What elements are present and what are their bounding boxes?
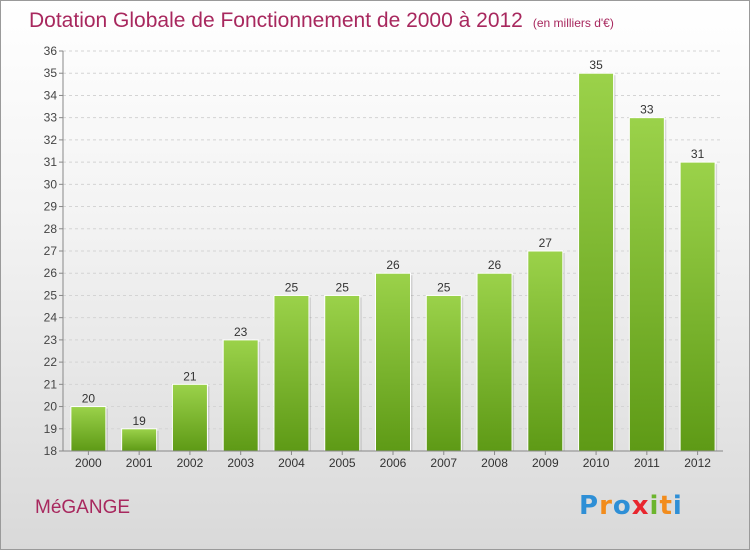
x-tick-label: 2007 bbox=[430, 456, 457, 470]
y-tick-label: 23 bbox=[44, 333, 58, 347]
bar bbox=[222, 339, 259, 452]
y-tick-label: 35 bbox=[44, 66, 58, 80]
bar-value-label: 25 bbox=[437, 280, 451, 294]
x-tick-label: 2008 bbox=[481, 456, 508, 470]
bar bbox=[425, 294, 462, 452]
bar bbox=[375, 272, 411, 452]
bar bbox=[578, 72, 615, 452]
y-tick-label: 28 bbox=[44, 222, 58, 236]
y-tick-label: 20 bbox=[44, 400, 58, 414]
commune-name: MéGANGE bbox=[35, 497, 131, 518]
bar bbox=[527, 250, 564, 452]
y-tick-label: 27 bbox=[44, 244, 58, 258]
brand-letter: x bbox=[631, 491, 650, 521]
x-tick-label: 2004 bbox=[278, 456, 305, 470]
y-tick-label: 18 bbox=[44, 444, 58, 458]
brand-letter: P bbox=[579, 491, 600, 521]
y-tick-label: 33 bbox=[44, 111, 58, 125]
x-tick-label: 2009 bbox=[532, 456, 559, 470]
y-tick-label: 19 bbox=[44, 422, 58, 436]
axes: 1819202122232425262728293031323334353620… bbox=[44, 44, 723, 470]
x-tick-label: 2001 bbox=[126, 456, 153, 470]
bar bbox=[679, 161, 716, 452]
bar-value-label: 25 bbox=[336, 280, 350, 294]
y-tick-label: 34 bbox=[44, 88, 58, 102]
bar-value-label: 23 bbox=[234, 325, 248, 339]
x-tick-label: 2005 bbox=[329, 456, 356, 470]
bar-value-label: 35 bbox=[589, 58, 603, 72]
y-tick-label: 29 bbox=[44, 200, 58, 214]
y-tick-label: 24 bbox=[44, 311, 58, 325]
x-tick-label: 2002 bbox=[177, 456, 204, 470]
brand-letter: t bbox=[659, 491, 673, 521]
bar-value-label: 26 bbox=[488, 258, 502, 272]
bar-value-label: 31 bbox=[691, 147, 705, 161]
brand-letter: r bbox=[599, 491, 613, 521]
bar-value-label: 19 bbox=[132, 414, 146, 428]
x-tick-label: 2011 bbox=[634, 456, 660, 470]
y-tick-label: 22 bbox=[44, 355, 58, 369]
bar bbox=[476, 272, 513, 452]
y-tick-label: 32 bbox=[44, 133, 58, 147]
bar-value-label: 21 bbox=[183, 369, 197, 383]
bar-value-label: 27 bbox=[539, 236, 553, 250]
bar-value-label: 33 bbox=[640, 103, 654, 117]
chart-title: Dotation Globale de Fonctionnement de 20… bbox=[29, 9, 614, 33]
y-tick-label: 26 bbox=[44, 266, 58, 280]
brand-letter: i bbox=[649, 491, 660, 521]
bar-value-label: 25 bbox=[285, 280, 299, 294]
y-tick-label: 25 bbox=[44, 288, 58, 302]
x-tick-label: 2003 bbox=[227, 456, 254, 470]
x-tick-label: 2006 bbox=[380, 456, 407, 470]
x-tick-label: 2000 bbox=[75, 456, 102, 470]
bar-value-label: 26 bbox=[386, 258, 400, 272]
y-tick-label: 31 bbox=[44, 155, 58, 169]
brand-letter: i bbox=[672, 491, 683, 521]
bar-value-label: 20 bbox=[82, 392, 96, 406]
y-tick-label: 36 bbox=[44, 44, 58, 58]
x-tick-label: 2010 bbox=[583, 456, 610, 470]
bars: 20 19 21 23 25 25 26 25 26 27 35 33 31 bbox=[70, 58, 718, 452]
chart-title-text: Dotation Globale de Fonctionnement de 20… bbox=[29, 9, 523, 32]
y-tick-label: 30 bbox=[44, 177, 58, 191]
bar bbox=[171, 383, 208, 452]
bar bbox=[324, 294, 361, 452]
bar bbox=[273, 294, 310, 452]
x-tick-label: 2012 bbox=[684, 456, 711, 470]
chart-subtitle: (en milliers d'€) bbox=[532, 16, 614, 30]
proxiti-logo: Proxiti bbox=[579, 491, 683, 521]
bar bbox=[628, 117, 665, 452]
brand-letter: o bbox=[612, 491, 632, 521]
bar bbox=[121, 428, 158, 452]
y-tick-label: 21 bbox=[44, 377, 58, 391]
bar bbox=[70, 406, 107, 452]
